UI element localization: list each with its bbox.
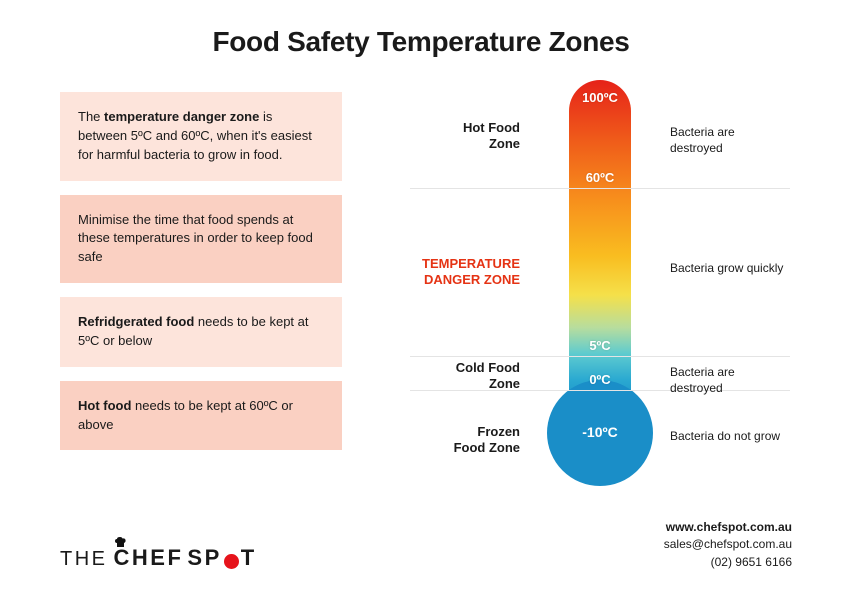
zone-description: Bacteria are destroyed	[670, 364, 790, 396]
footer: THE CHEF SP T www.chefspot.com.au sales@…	[60, 521, 792, 571]
thermometer-area: -10ºC 100ºC60ºC5ºC0ºC Hot FoodZoneBacter…	[410, 80, 790, 500]
info-box-4: Hot food needs to be kept at 60ºC or abo…	[60, 381, 342, 451]
zone-label: Cold FoodZone	[400, 360, 520, 393]
info-box-1: The temperature danger zone is between 5…	[60, 92, 342, 181]
zone-label: FrozenFood Zone	[400, 424, 520, 457]
zone-description: Bacteria do not grow	[670, 428, 790, 444]
info-box-3: Refridgerated food needs to be kept at 5…	[60, 297, 342, 367]
chef-hat-icon	[114, 536, 128, 548]
logo-dot-icon	[224, 554, 239, 569]
temp-label: 100ºC	[569, 90, 631, 105]
temp-label: 0ºC	[569, 372, 631, 387]
page: Food Safety Temperature Zones The temper…	[0, 0, 842, 595]
contact-block: www.chefspot.com.au sales@chefspot.com.a…	[664, 519, 792, 571]
temp-label: 5ºC	[569, 338, 631, 353]
contact-web: www.chefspot.com.au	[664, 519, 792, 536]
zone-description: Bacteria grow quickly	[670, 260, 790, 276]
thermometer-tube	[569, 80, 631, 406]
brand-logo: THE CHEF SP T	[60, 545, 257, 571]
logo-chef: CHEF	[114, 545, 184, 571]
temp-label: 60ºC	[569, 170, 631, 185]
logo-spot-suffix: T	[241, 545, 257, 571]
logo-the: THE	[60, 548, 108, 571]
logo-spot-prefix: SP	[187, 545, 221, 571]
zone-label: Hot FoodZone	[400, 120, 520, 153]
info-box-2: Minimise the time that food spends at th…	[60, 195, 342, 284]
contact-phone: (02) 9651 6166	[664, 554, 792, 571]
zone-divider	[410, 356, 790, 357]
page-title: Food Safety Temperature Zones	[0, 26, 842, 58]
contact-email: sales@chefspot.com.au	[664, 536, 792, 553]
zone-description: Bacteria are destroyed	[670, 124, 790, 156]
info-boxes: The temperature danger zone is between 5…	[60, 92, 342, 464]
bulb-temp-label: -10ºC	[547, 424, 653, 440]
zone-divider	[410, 188, 790, 189]
zone-label: TEMPERATUREDANGER ZONE	[400, 256, 520, 289]
